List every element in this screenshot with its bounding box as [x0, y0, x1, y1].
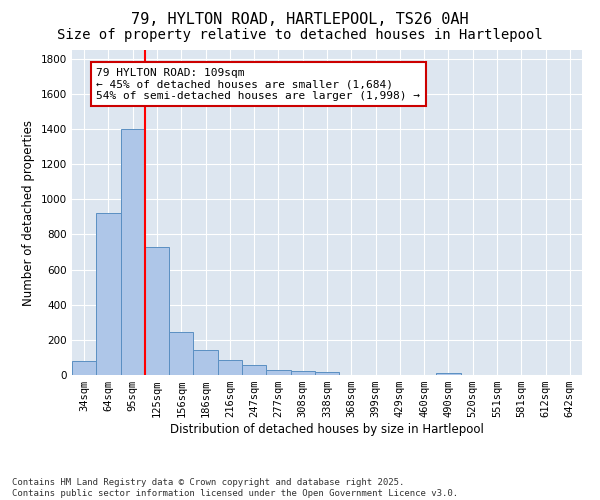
Bar — [436, 373, 461, 375]
Text: 79 HYLTON ROAD: 109sqm
← 45% of detached houses are smaller (1,684)
54% of semi-: 79 HYLTON ROAD: 109sqm ← 45% of detached… — [96, 68, 420, 101]
Bar — [290, 370, 315, 375]
Text: Size of property relative to detached houses in Hartlepool: Size of property relative to detached ho… — [57, 28, 543, 42]
Bar — [96, 214, 121, 375]
Bar — [218, 360, 242, 375]
Bar — [266, 370, 290, 375]
Bar — [193, 350, 218, 375]
Bar — [169, 332, 193, 375]
Y-axis label: Number of detached properties: Number of detached properties — [22, 120, 35, 306]
Bar — [121, 129, 145, 375]
Text: 79, HYLTON ROAD, HARTLEPOOL, TS26 0AH: 79, HYLTON ROAD, HARTLEPOOL, TS26 0AH — [131, 12, 469, 28]
Text: Contains HM Land Registry data © Crown copyright and database right 2025.
Contai: Contains HM Land Registry data © Crown c… — [12, 478, 458, 498]
Bar — [145, 247, 169, 375]
Bar — [315, 372, 339, 375]
Bar — [72, 361, 96, 375]
Bar — [242, 366, 266, 375]
X-axis label: Distribution of detached houses by size in Hartlepool: Distribution of detached houses by size … — [170, 423, 484, 436]
